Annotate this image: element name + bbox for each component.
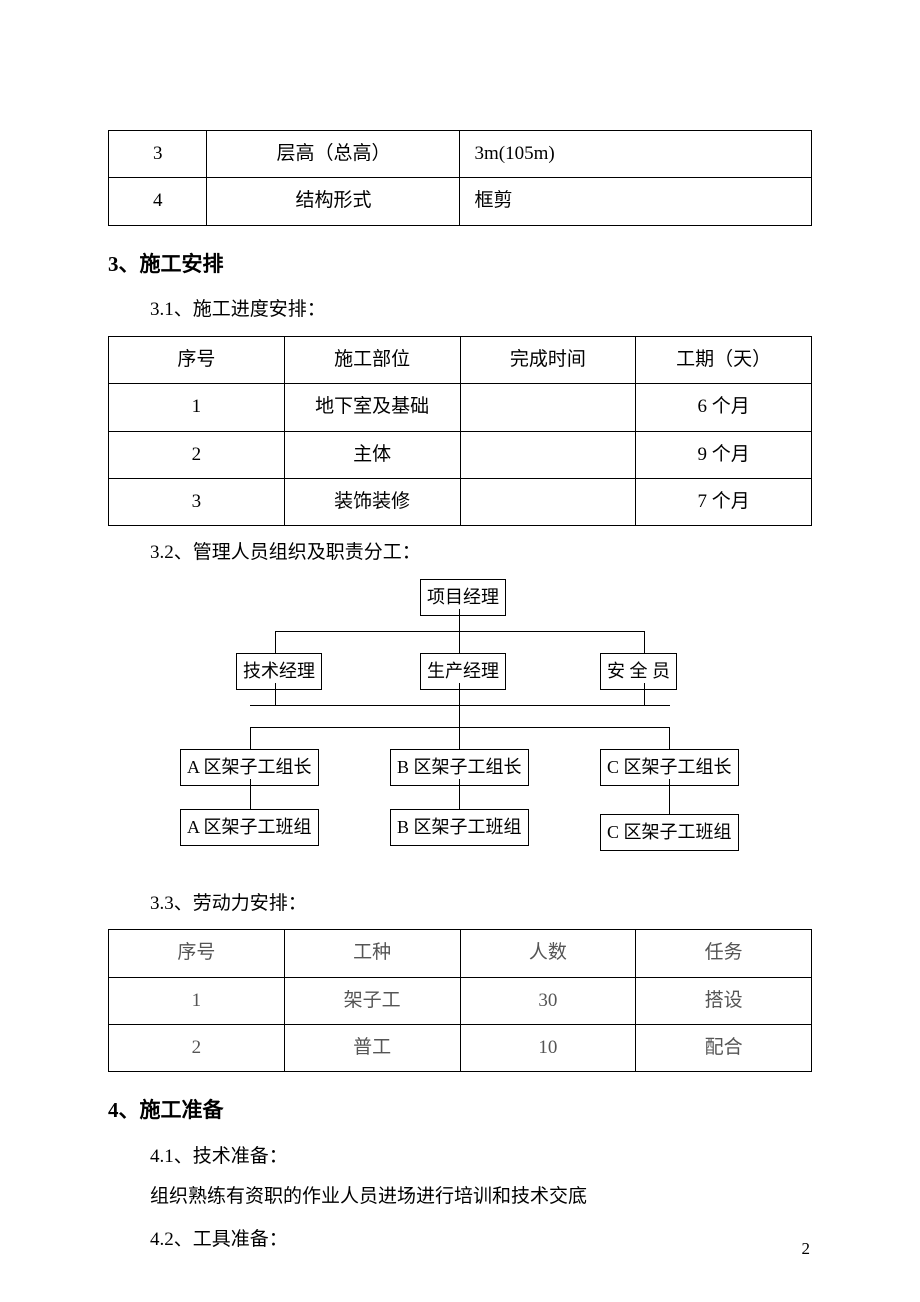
section-3-2: 3.2、管理人员组织及职责分工： xyxy=(150,538,812,568)
org-line xyxy=(459,727,460,749)
cell: 地下室及基础 xyxy=(284,384,460,431)
page-number: 2 xyxy=(802,1235,811,1262)
cell: 装饰装修 xyxy=(284,478,460,525)
section-4-1: 4.1、技术准备： xyxy=(150,1142,812,1172)
org-line xyxy=(459,631,460,653)
th: 完成时间 xyxy=(460,336,636,383)
org-box-teamC: C 区架子工班组 xyxy=(600,814,739,851)
org-line xyxy=(250,779,251,809)
cell xyxy=(460,478,636,525)
org-line xyxy=(669,727,670,749)
th: 序号 xyxy=(109,336,285,383)
cell: 7 个月 xyxy=(636,478,812,525)
section-4-title: 4、施工准备 xyxy=(108,1094,812,1128)
table-row: 1 架子工 30 搭设 xyxy=(109,977,812,1024)
cell: 普工 xyxy=(284,1024,460,1071)
cell: 架子工 xyxy=(284,977,460,1024)
org-line xyxy=(459,609,460,631)
building-params-table: 3 层高（总高） 3m(105m) 4 结构形式 框剪 xyxy=(108,130,812,226)
org-line xyxy=(669,779,670,814)
org-box-pm: 项目经理 xyxy=(420,579,506,616)
cell-seq: 3 xyxy=(109,131,207,178)
th: 任务 xyxy=(636,930,812,977)
section-4-1-text: 组织熟练有资职的作业人员进场进行培训和技术交底 xyxy=(150,1182,812,1212)
cell: 1 xyxy=(109,384,285,431)
table-row: 1 地下室及基础 6 个月 xyxy=(109,384,812,431)
cell: 主体 xyxy=(284,431,460,478)
org-line xyxy=(275,631,645,632)
cell-key: 结构形式 xyxy=(207,178,460,225)
org-line xyxy=(644,631,645,653)
th: 工期（天） xyxy=(636,336,812,383)
table-row: 3 装饰装修 7 个月 xyxy=(109,478,812,525)
org-line xyxy=(459,683,460,705)
table-row: 2 主体 9 个月 xyxy=(109,431,812,478)
schedule-table: 序号 施工部位 完成时间 工期（天） 1 地下室及基础 6 个月 2 主体 9 … xyxy=(108,336,812,527)
th: 工种 xyxy=(284,930,460,977)
org-line xyxy=(250,727,251,749)
labor-table: 序号 工种 人数 任务 1 架子工 30 搭设 2 普工 10 配合 xyxy=(108,929,812,1072)
table-header-row: 序号 工种 人数 任务 xyxy=(109,930,812,977)
cell: 9 个月 xyxy=(636,431,812,478)
org-box-tech: 技术经理 xyxy=(236,653,322,690)
table-row: 4 结构形式 框剪 xyxy=(109,178,812,225)
org-chart: 项目经理 技术经理 生产经理 安 全 员 A 区架子工组长 B 区架子工组长 C… xyxy=(180,579,740,869)
org-line xyxy=(275,631,276,653)
org-line xyxy=(459,779,460,809)
cell xyxy=(460,384,636,431)
cell: 3 xyxy=(109,478,285,525)
cell-value: 框剪 xyxy=(460,178,812,225)
th: 人数 xyxy=(460,930,636,977)
org-box-teamA: A 区架子工班组 xyxy=(180,809,319,846)
page: 3 层高（总高） 3m(105m) 4 结构形式 框剪 3、施工安排 3.1、施… xyxy=(0,0,920,1302)
cell: 6 个月 xyxy=(636,384,812,431)
table-header-row: 序号 施工部位 完成时间 工期（天） xyxy=(109,336,812,383)
table-row: 3 层高（总高） 3m(105m) xyxy=(109,131,812,178)
cell: 30 xyxy=(460,977,636,1024)
org-box-teamB: B 区架子工班组 xyxy=(390,809,529,846)
org-box-prod: 生产经理 xyxy=(420,653,506,690)
cell-key: 层高（总高） xyxy=(207,131,460,178)
table-row: 2 普工 10 配合 xyxy=(109,1024,812,1071)
th: 序号 xyxy=(109,930,285,977)
section-3-title: 3、施工安排 xyxy=(108,248,812,282)
org-line xyxy=(644,683,645,705)
cell: 10 xyxy=(460,1024,636,1071)
cell-seq: 4 xyxy=(109,178,207,225)
section-4-2: 4.2、工具准备： xyxy=(150,1225,812,1255)
section-3-1: 3.1、施工进度安排： xyxy=(150,295,812,325)
org-box-safety: 安 全 员 xyxy=(600,653,677,690)
cell: 2 xyxy=(109,1024,285,1071)
cell: 2 xyxy=(109,431,285,478)
cell: 1 xyxy=(109,977,285,1024)
org-line xyxy=(459,705,460,727)
section-3-3: 3.3、劳动力安排： xyxy=(150,889,812,919)
org-line xyxy=(250,705,670,706)
org-line xyxy=(275,683,276,705)
cell xyxy=(460,431,636,478)
org-line xyxy=(250,727,670,728)
th: 施工部位 xyxy=(284,336,460,383)
cell: 配合 xyxy=(636,1024,812,1071)
cell-value: 3m(105m) xyxy=(460,131,812,178)
cell: 搭设 xyxy=(636,977,812,1024)
